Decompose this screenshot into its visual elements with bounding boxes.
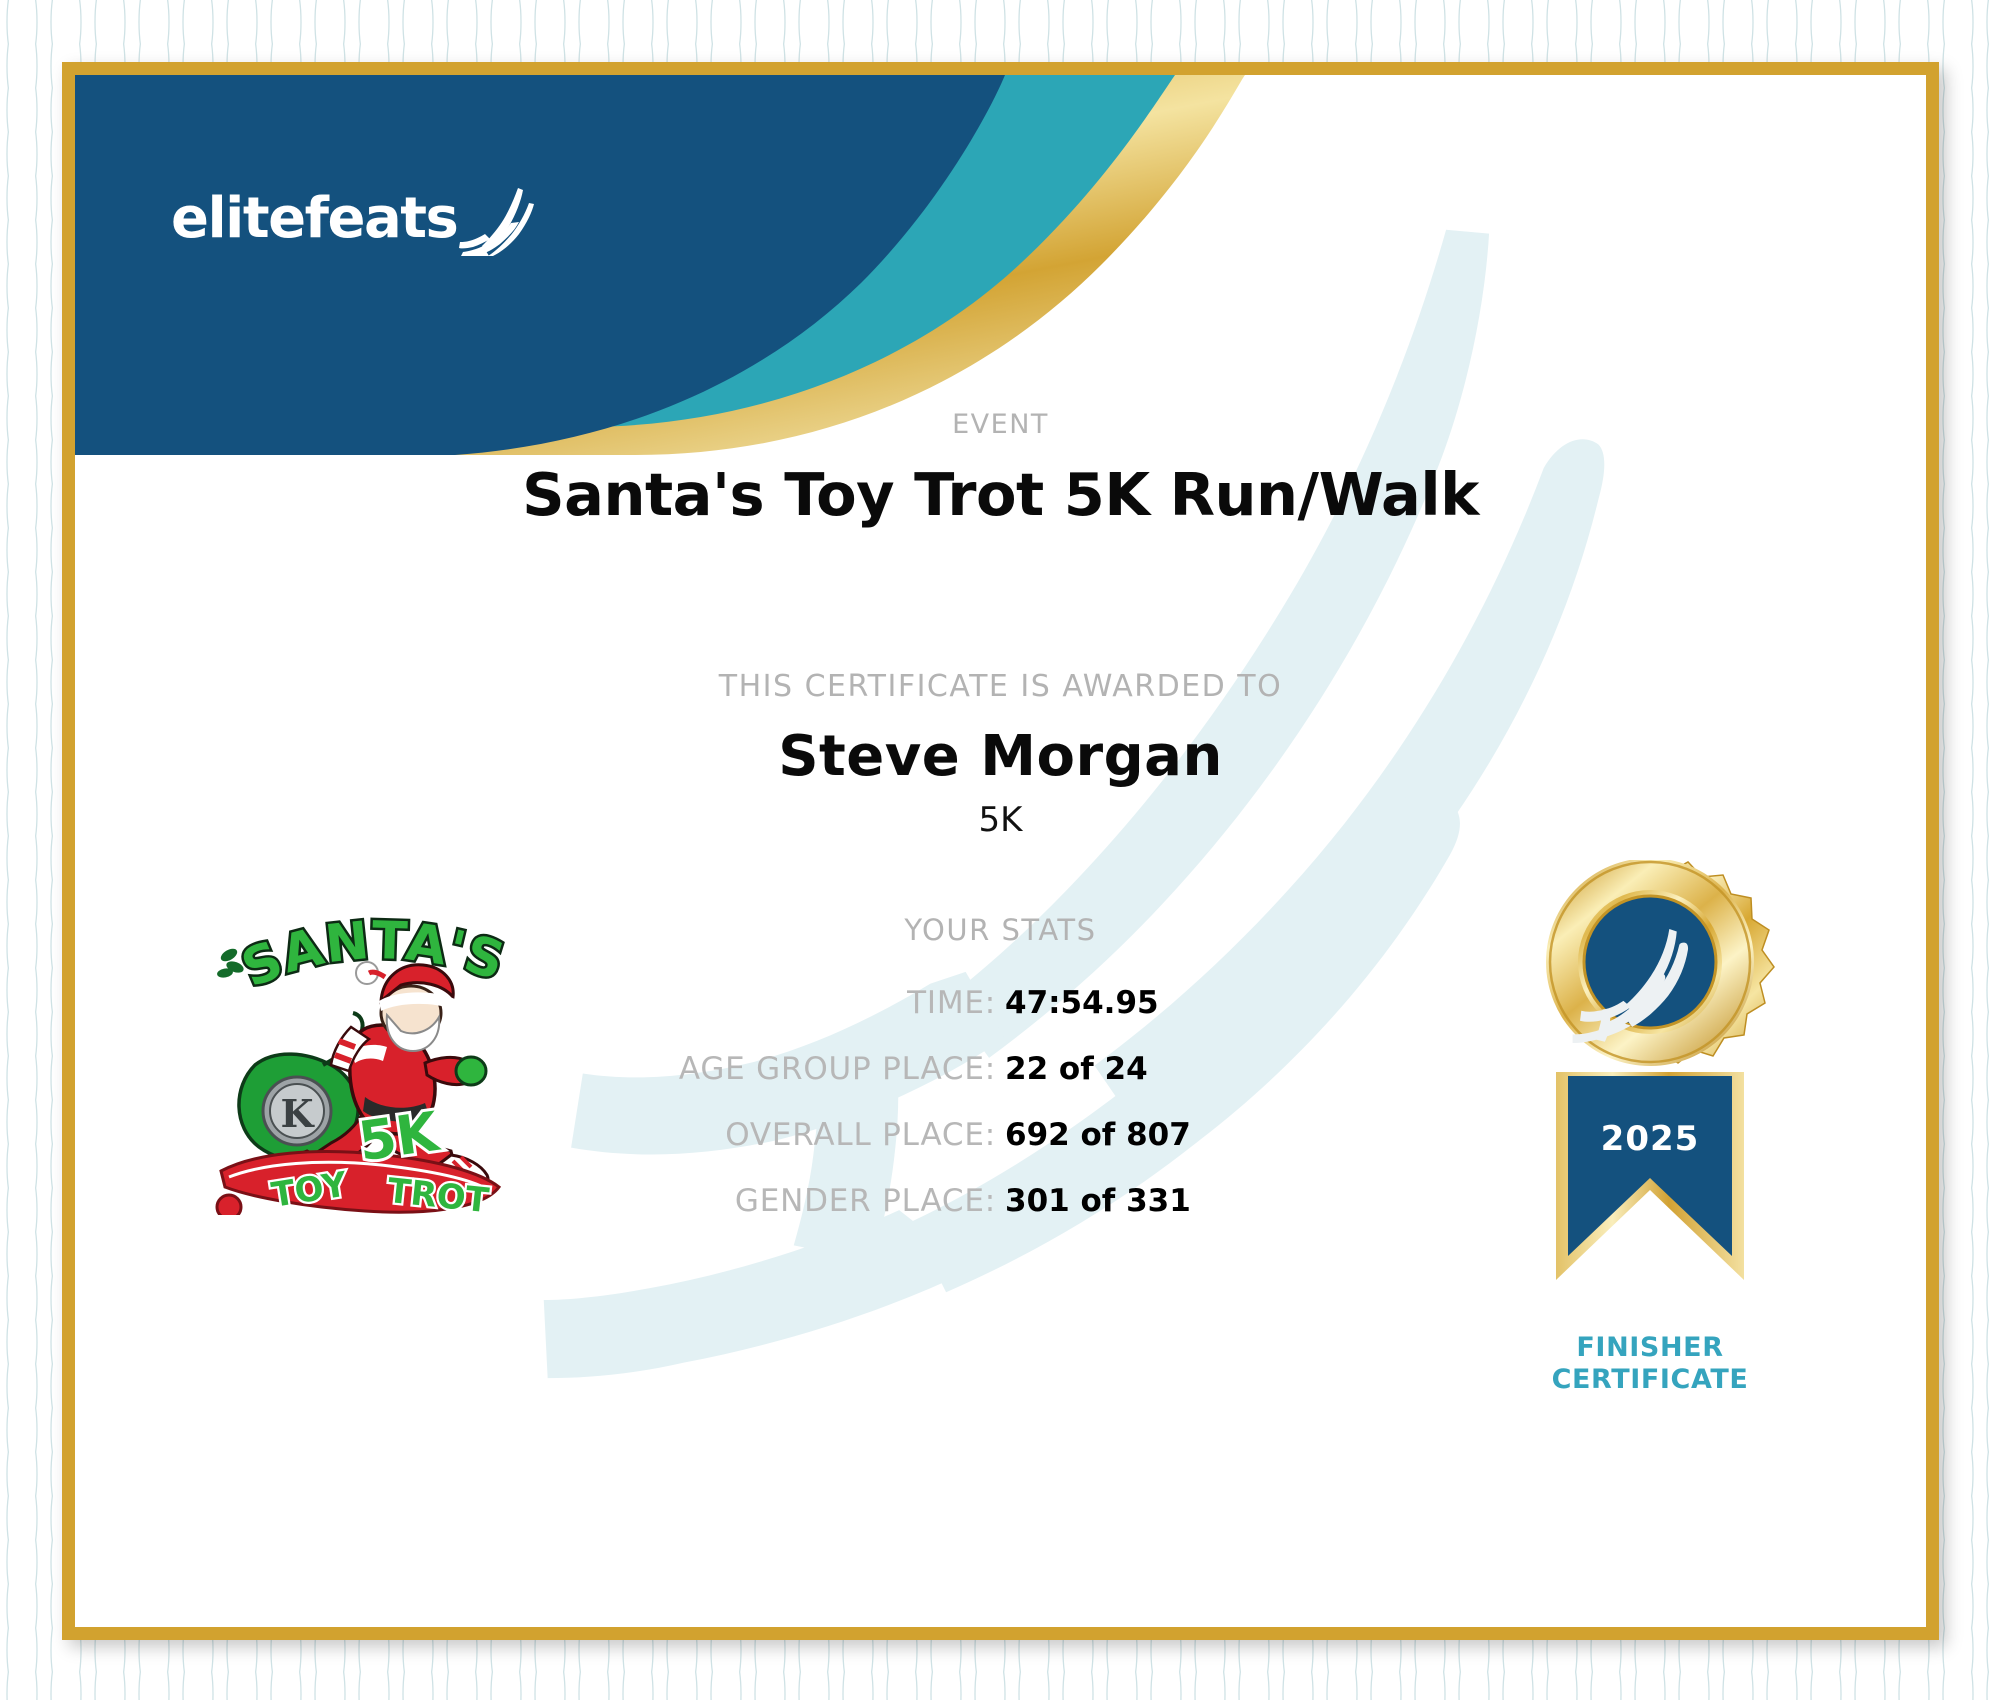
stat-value: 692 of 807 — [1005, 1117, 1191, 1153]
finisher-badge: 2025 FINISHER CERT — [1500, 860, 1800, 1395]
stat-value: 301 of 331 — [1005, 1183, 1191, 1219]
medal-ribbon-icon: 2025 — [1546, 860, 1775, 1280]
stat-key: OVERALL PLACE: — [725, 1117, 996, 1153]
recipient-distance: 5K — [978, 800, 1023, 840]
svg-text:5K: 5K — [355, 1100, 445, 1174]
badge-year: 2025 — [1601, 1119, 1700, 1159]
brand-wordmark: elitefeats — [171, 185, 459, 251]
stat-value: 47:54.95 — [1005, 985, 1159, 1021]
header-corner-decoration — [75, 75, 1245, 455]
recipient-name: Steve Morgan — [778, 724, 1223, 789]
certificate-card: elitefeats EVENT Santa's Toy Trot 5K Run… — [62, 62, 1939, 1640]
stat-key: TIME: — [907, 985, 996, 1021]
svg-text:K: K — [280, 1091, 315, 1136]
stat-value: 22 of 24 — [1005, 1051, 1148, 1087]
stat-key: GENDER PLACE: — [734, 1183, 996, 1219]
badge-caption-line1: FINISHER — [1576, 1332, 1724, 1363]
winged-foot-icon — [459, 188, 535, 256]
santas-toy-trot-logo: SANTA'S K — [215, 915, 505, 1215]
badge-caption-line2: CERTIFICATE — [1551, 1363, 1749, 1395]
badge-caption: FINISHER CERTIFICATE — [1500, 1332, 1800, 1395]
svg-text:SANTA'S: SANTA'S — [234, 915, 505, 1000]
stat-key: AGE GROUP PLACE: — [678, 1051, 996, 1087]
awarded-to-label: THIS CERTIFICATE IS AWARDED TO — [718, 669, 1283, 704]
event-label: EVENT — [952, 409, 1049, 440]
brand-logo: elitefeats — [171, 180, 535, 256]
event-title: Santa's Toy Trot 5K Run/Walk — [522, 460, 1479, 529]
